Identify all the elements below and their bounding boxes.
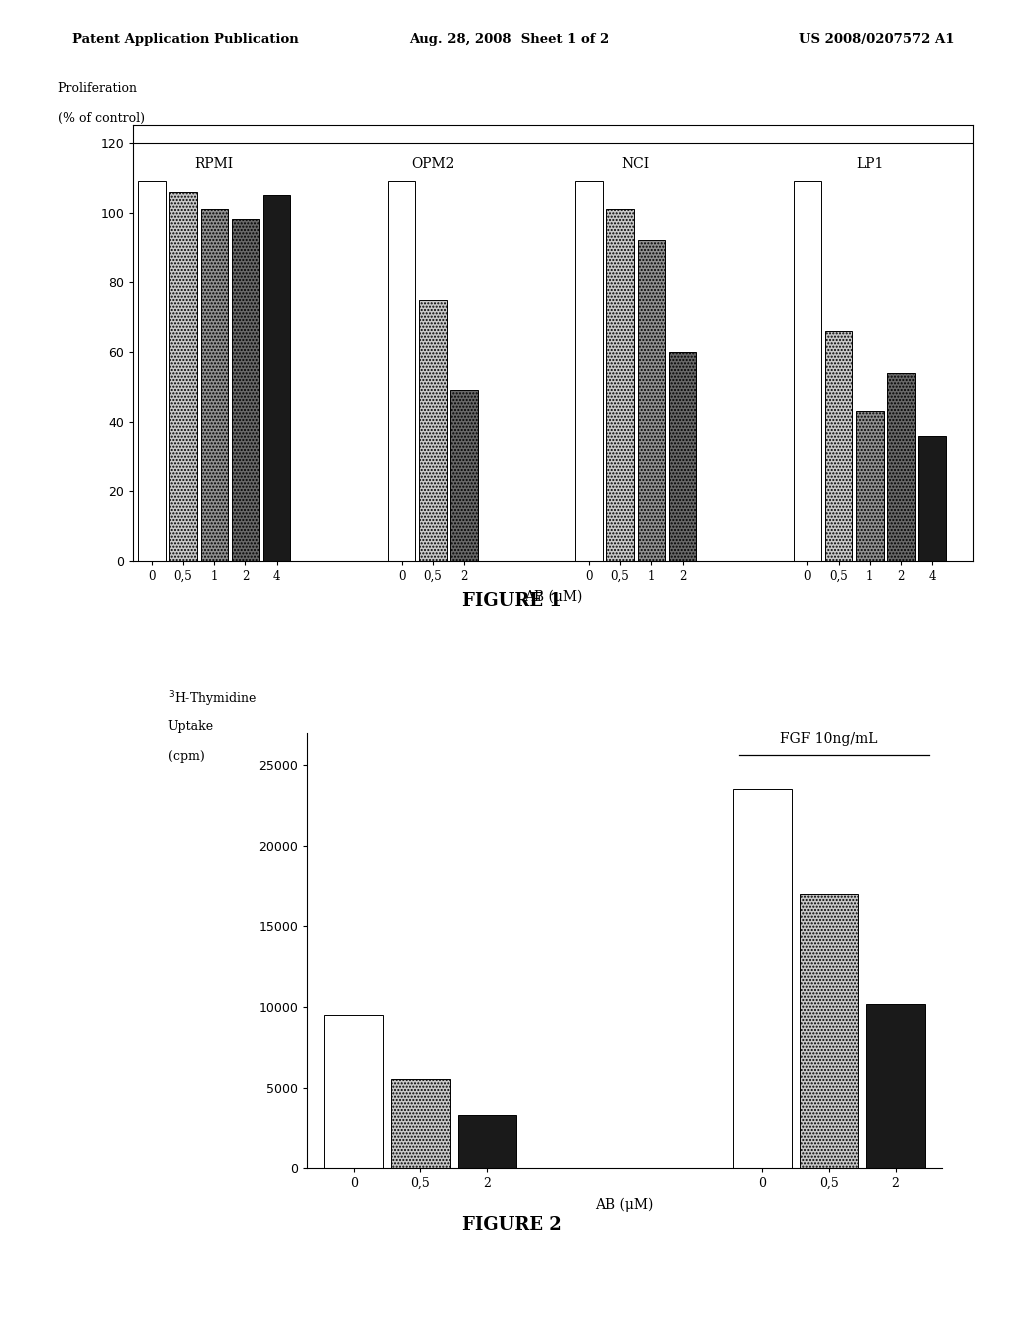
Text: US 2008/0207572 A1: US 2008/0207572 A1 [799,33,954,46]
Bar [458,1115,516,1168]
Bar [263,195,291,561]
Text: Uptake: Uptake [168,719,214,733]
Text: (% of control): (% of control) [57,112,144,125]
Text: LP1: LP1 [856,157,884,170]
Text: FGF 10ng/mL: FGF 10ng/mL [780,731,878,746]
Bar [419,300,446,561]
Text: Aug. 28, 2008  Sheet 1 of 2: Aug. 28, 2008 Sheet 1 of 2 [410,33,610,46]
Bar [800,894,858,1168]
X-axis label: AB (μM): AB (μM) [595,1197,654,1212]
Bar [451,391,478,561]
Text: FIGURE 1: FIGURE 1 [462,591,562,610]
Text: (cpm): (cpm) [168,750,204,763]
Bar [856,411,884,561]
Text: NCI: NCI [622,157,650,170]
Bar [169,191,197,561]
Bar [138,181,166,561]
Text: RPMI: RPMI [195,157,233,170]
Bar [825,331,852,561]
Text: Patent Application Publication: Patent Application Publication [72,33,298,46]
Bar [866,1003,925,1168]
Bar [325,1015,383,1168]
Bar [201,209,228,561]
Text: FIGURE 2: FIGURE 2 [462,1216,562,1234]
Bar [638,240,665,561]
X-axis label: AB (μM): AB (μM) [523,590,583,605]
Bar [606,209,634,561]
Text: $^3$H-Thymidine: $^3$H-Thymidine [168,689,257,709]
Bar [391,1080,450,1168]
Bar [919,436,946,561]
Bar [887,372,914,561]
Bar [388,181,416,561]
Bar [231,219,259,561]
Bar [733,789,792,1168]
Text: OPM2: OPM2 [411,157,455,170]
Text: Proliferation: Proliferation [57,82,137,95]
Bar [794,181,821,561]
Bar [669,352,696,561]
Bar [575,181,602,561]
